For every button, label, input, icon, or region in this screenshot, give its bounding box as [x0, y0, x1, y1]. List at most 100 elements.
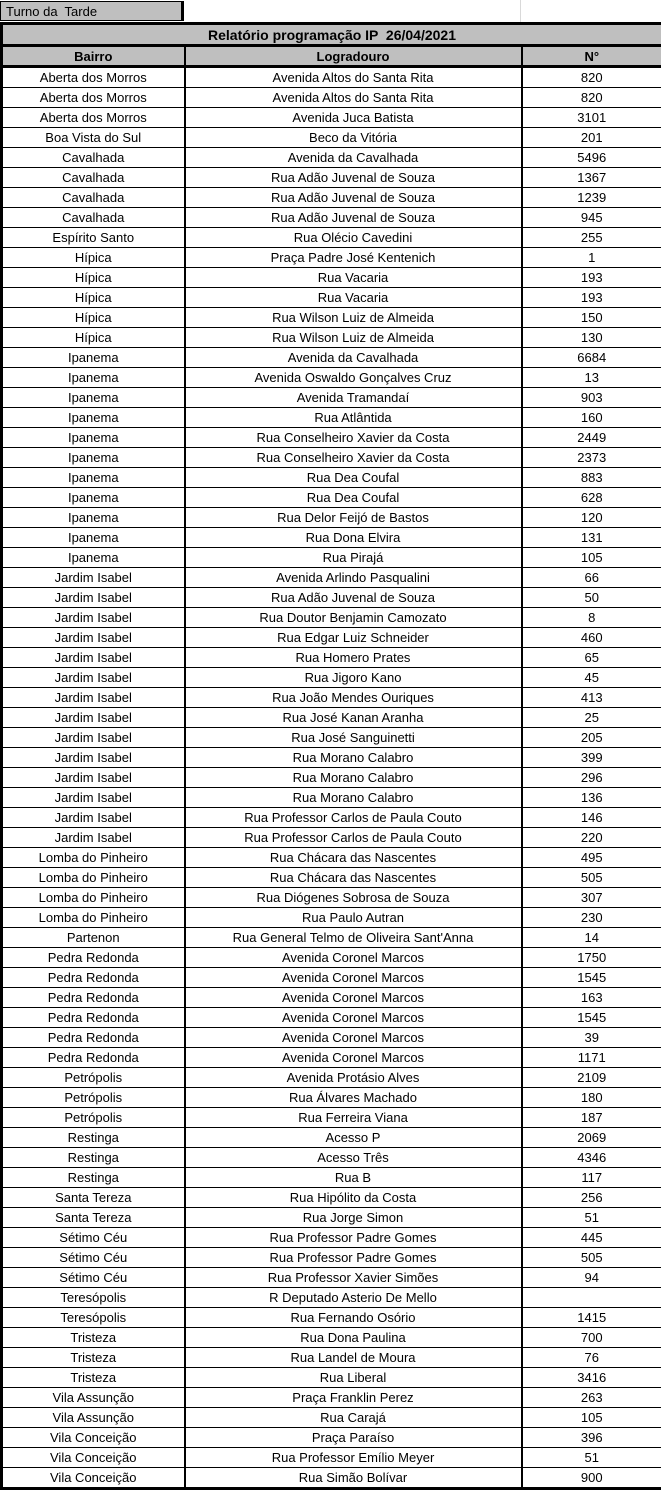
bairro-cell[interactable]: Pedra Redonda: [2, 948, 185, 968]
bairro-cell[interactable]: Jardim Isabel: [2, 788, 185, 808]
numero-cell[interactable]: 180: [522, 1088, 661, 1108]
bairro-cell[interactable]: Jardim Isabel: [2, 728, 185, 748]
logradouro-cell[interactable]: Rua Wilson Luiz de Almeida: [185, 328, 522, 348]
logradouro-cell[interactable]: Avenida Altos do Santa Rita: [185, 67, 522, 88]
logradouro-cell[interactable]: R Deputado Asterio De Mello: [185, 1288, 522, 1308]
bairro-cell[interactable]: Hípica: [2, 288, 185, 308]
numero-cell[interactable]: 903: [522, 388, 661, 408]
numero-cell[interactable]: 205: [522, 728, 661, 748]
logradouro-cell[interactable]: Praça Padre José Kentenich: [185, 248, 522, 268]
logradouro-cell[interactable]: Acesso P: [185, 1128, 522, 1148]
numero-cell[interactable]: 105: [522, 548, 661, 568]
bairro-cell[interactable]: Sétimo Céu: [2, 1248, 185, 1268]
bairro-cell[interactable]: Restinga: [2, 1128, 185, 1148]
logradouro-cell[interactable]: Beco da Vitória: [185, 128, 522, 148]
logradouro-cell[interactable]: Rua Landel de Moura: [185, 1348, 522, 1368]
bairro-cell[interactable]: Petrópolis: [2, 1108, 185, 1128]
bairro-cell[interactable]: Teresópolis: [2, 1288, 185, 1308]
numero-cell[interactable]: 136: [522, 788, 661, 808]
numero-cell[interactable]: 94: [522, 1268, 661, 1288]
logradouro-cell[interactable]: Rua Doutor Benjamin Camozato: [185, 608, 522, 628]
bairro-cell[interactable]: Boa Vista do Sul: [2, 128, 185, 148]
bairro-cell[interactable]: Jardim Isabel: [2, 688, 185, 708]
logradouro-cell[interactable]: Rua General Telmo de Oliveira Sant'Anna: [185, 928, 522, 948]
bairro-cell[interactable]: Ipanema: [2, 448, 185, 468]
report-title[interactable]: Relatório programação IP 26/04/2021: [2, 24, 661, 46]
numero-cell[interactable]: 25: [522, 708, 661, 728]
logradouro-cell[interactable]: Rua Morano Calabro: [185, 768, 522, 788]
numero-cell[interactable]: 65: [522, 648, 661, 668]
bairro-cell[interactable]: Lomba do Pinheiro: [2, 848, 185, 868]
bairro-cell[interactable]: Lomba do Pinheiro: [2, 888, 185, 908]
bairro-cell[interactable]: Sétimo Céu: [2, 1228, 185, 1248]
logradouro-cell[interactable]: Rua João Mendes Ouriques: [185, 688, 522, 708]
logradouro-cell[interactable]: Avenida Protásio Alves: [185, 1068, 522, 1088]
numero-cell[interactable]: 505: [522, 1248, 661, 1268]
logradouro-cell[interactable]: Rua Delor Feijó de Bastos: [185, 508, 522, 528]
numero-cell[interactable]: 495: [522, 848, 661, 868]
logradouro-cell[interactable]: Rua José Kanan Aranha: [185, 708, 522, 728]
logradouro-cell[interactable]: Rua Professor Carlos de Paula Couto: [185, 828, 522, 848]
numero-cell[interactable]: 163: [522, 988, 661, 1008]
bairro-cell[interactable]: Ipanema: [2, 428, 185, 448]
bairro-cell[interactable]: Restinga: [2, 1148, 185, 1168]
logradouro-cell[interactable]: Rua Hipólito da Costa: [185, 1188, 522, 1208]
numero-cell[interactable]: 1545: [522, 1008, 661, 1028]
logradouro-cell[interactable]: Rua Dona Paulina: [185, 1328, 522, 1348]
bairro-cell[interactable]: Vila Assunção: [2, 1408, 185, 1428]
numero-cell[interactable]: 3101: [522, 108, 661, 128]
logradouro-cell[interactable]: Rua Professor Padre Gomes: [185, 1248, 522, 1268]
bairro-cell[interactable]: Jardim Isabel: [2, 808, 185, 828]
bairro-cell[interactable]: Cavalhada: [2, 168, 185, 188]
logradouro-cell[interactable]: Rua Jigoro Kano: [185, 668, 522, 688]
column-header-logradouro[interactable]: Logradouro: [185, 46, 522, 67]
bairro-cell[interactable]: Ipanema: [2, 548, 185, 568]
logradouro-cell[interactable]: Rua Pirajá: [185, 548, 522, 568]
logradouro-cell[interactable]: Rua Ferreira Viana: [185, 1108, 522, 1128]
logradouro-cell[interactable]: Rua Simão Bolívar: [185, 1468, 522, 1489]
bairro-cell[interactable]: Hípica: [2, 248, 185, 268]
bairro-cell[interactable]: Aberta dos Morros: [2, 67, 185, 88]
numero-cell[interactable]: 220: [522, 828, 661, 848]
bairro-cell[interactable]: Aberta dos Morros: [2, 108, 185, 128]
logradouro-cell[interactable]: Rua Olécio Cavedini: [185, 228, 522, 248]
logradouro-cell[interactable]: Avenida Coronel Marcos: [185, 948, 522, 968]
bairro-cell[interactable]: Vila Conceição: [2, 1468, 185, 1489]
numero-cell[interactable]: 1415: [522, 1308, 661, 1328]
numero-cell[interactable]: 105: [522, 1408, 661, 1428]
numero-cell[interactable]: 51: [522, 1208, 661, 1228]
column-header-bairro[interactable]: Bairro: [2, 46, 185, 67]
numero-cell[interactable]: 628: [522, 488, 661, 508]
numero-cell[interactable]: 445: [522, 1228, 661, 1248]
bairro-cell[interactable]: Jardim Isabel: [2, 668, 185, 688]
numero-cell[interactable]: 2449: [522, 428, 661, 448]
bairro-cell[interactable]: Tristeza: [2, 1348, 185, 1368]
logradouro-cell[interactable]: Praça Paraíso: [185, 1428, 522, 1448]
logradouro-cell[interactable]: Avenida da Cavalhada: [185, 148, 522, 168]
logradouro-cell[interactable]: Avenida Coronel Marcos: [185, 1028, 522, 1048]
numero-cell[interactable]: 945: [522, 208, 661, 228]
numero-cell[interactable]: 150: [522, 308, 661, 328]
numero-cell[interactable]: 230: [522, 908, 661, 928]
numero-cell[interactable]: 1750: [522, 948, 661, 968]
logradouro-cell[interactable]: Avenida Tramandaí: [185, 388, 522, 408]
bairro-cell[interactable]: Santa Tereza: [2, 1188, 185, 1208]
bairro-cell[interactable]: Jardim Isabel: [2, 648, 185, 668]
numero-cell[interactable]: 5496: [522, 148, 661, 168]
bairro-cell[interactable]: Espírito Santo: [2, 228, 185, 248]
bairro-cell[interactable]: Ipanema: [2, 368, 185, 388]
logradouro-cell[interactable]: Rua Vacaria: [185, 268, 522, 288]
logradouro-cell[interactable]: Rua Professor Xavier Simões: [185, 1268, 522, 1288]
logradouro-cell[interactable]: Rua Adão Juvenal de Souza: [185, 168, 522, 188]
logradouro-cell[interactable]: Rua Adão Juvenal de Souza: [185, 588, 522, 608]
bairro-cell[interactable]: Partenon: [2, 928, 185, 948]
logradouro-cell[interactable]: Rua Fernando Osório: [185, 1308, 522, 1328]
numero-cell[interactable]: 820: [522, 88, 661, 108]
bairro-cell[interactable]: Pedra Redonda: [2, 968, 185, 988]
numero-cell[interactable]: 39: [522, 1028, 661, 1048]
bairro-cell[interactable]: Ipanema: [2, 388, 185, 408]
numero-cell[interactable]: 66: [522, 568, 661, 588]
numero-cell[interactable]: 1171: [522, 1048, 661, 1068]
bairro-cell[interactable]: Vila Assunção: [2, 1388, 185, 1408]
logradouro-cell[interactable]: Rua Professor Padre Gomes: [185, 1228, 522, 1248]
